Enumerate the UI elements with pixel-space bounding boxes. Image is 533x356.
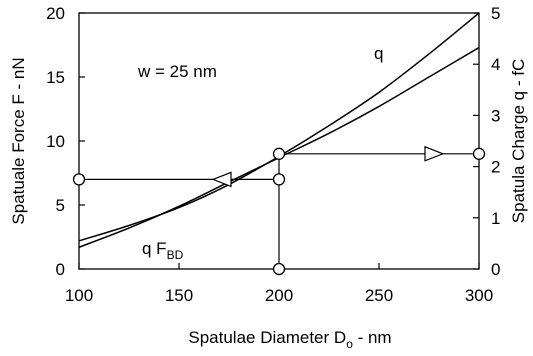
arrow-left-icon <box>211 171 232 188</box>
series-label-qfbd: q FBD <box>142 239 184 262</box>
y-right-tick-label: 5 <box>491 4 500 23</box>
arrow-right-icon <box>424 145 445 162</box>
y-axis-left-title: Spatuale Force F - nN <box>9 57 28 224</box>
readout-point-right-axis <box>472 147 486 160</box>
x-tick-label: 150 <box>165 286 193 305</box>
x-tick-label: 200 <box>265 286 293 305</box>
y-left-tick-label: 5 <box>56 196 65 215</box>
y-left-tick-label: 10 <box>46 132 65 151</box>
series-label-qfbd-main: q F <box>142 239 167 258</box>
x-tick-label: 100 <box>65 286 93 305</box>
series-label-qfbd-sub: BD <box>167 248 184 262</box>
readout-point-charge <box>272 147 286 160</box>
y-right-tick-label: 0 <box>491 260 500 279</box>
readout-point-x-axis <box>272 262 286 276</box>
y-left-tick-label: 20 <box>46 4 65 23</box>
y-left-tick-label: 15 <box>46 68 65 87</box>
annotation-w: w = 25 nm <box>137 62 217 81</box>
tick-marks <box>78 12 480 270</box>
series-label-q: q <box>374 44 383 63</box>
readout-lines <box>72 145 486 276</box>
readout-point-left-axis <box>72 173 86 186</box>
y-right-tick-label: 2 <box>491 158 500 177</box>
x-axis-title-sub: o <box>346 337 353 351</box>
readout-point-force <box>272 173 286 186</box>
y-right-tick-label: 3 <box>491 106 500 125</box>
x-axis-title-suffix: - nm <box>353 328 392 347</box>
y-right-tick-label: 1 <box>491 209 500 228</box>
y-left-tick-label: 0 <box>56 260 65 279</box>
x-tick-label: 250 <box>365 286 393 305</box>
y-axis-right-title: Spatula Charge q - fC <box>509 59 528 223</box>
x-axis-title-main: Spatulae Diameter D <box>188 328 346 347</box>
x-axis-title: Spatulae Diameter Do - nm <box>188 328 391 351</box>
x-tick-label: 300 <box>465 286 493 305</box>
y-right-tick-label: 4 <box>491 55 500 74</box>
